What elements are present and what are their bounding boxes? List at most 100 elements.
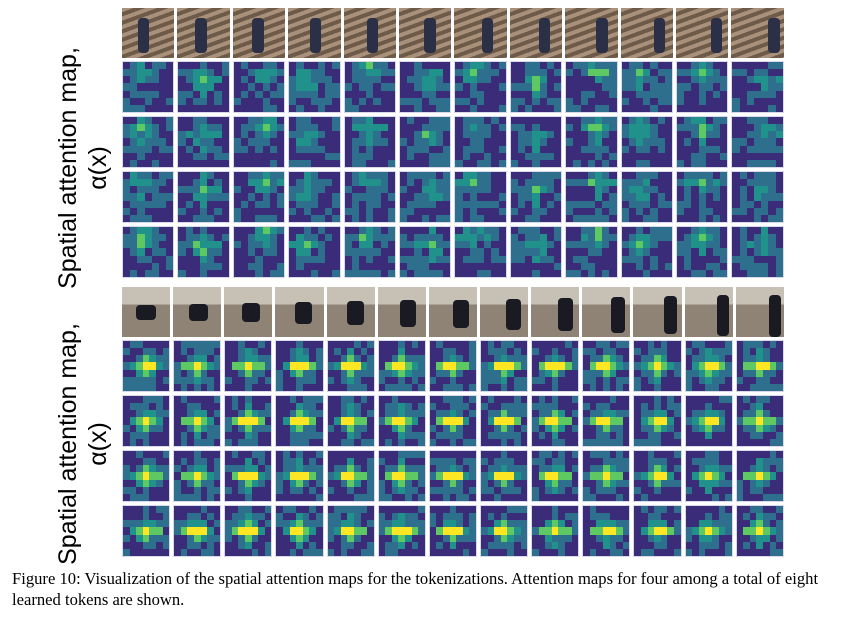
bottom-attention-map — [684, 450, 733, 502]
bottom-attention-map — [582, 505, 631, 557]
top-video-frame — [399, 8, 452, 58]
bottom-attention-map — [326, 505, 375, 557]
top-attention-map — [454, 116, 507, 168]
top-video-frame — [343, 8, 397, 58]
bottom-video-frame — [377, 287, 426, 337]
top-attention-map — [565, 61, 618, 113]
bottom-attention-map — [224, 340, 273, 392]
bottom-attention-map — [684, 505, 733, 557]
bottom-attention-map — [582, 395, 631, 447]
bottom-attention-map — [428, 450, 477, 502]
top-attention-map — [343, 116, 397, 168]
top-video-frame — [731, 8, 784, 58]
bottom-attention-map — [735, 450, 784, 502]
bottom-attention-row — [122, 395, 784, 447]
bottom-attention-map — [326, 340, 375, 392]
top-video-frame — [620, 8, 674, 58]
top-attention-map — [288, 116, 341, 168]
bottom-video-frame — [224, 287, 273, 337]
bottom-attention-map — [326, 450, 375, 502]
bottom-attention-map — [275, 340, 324, 392]
top-panel-label-line1: Spatial attention map, — [54, 46, 83, 289]
top-attention-map — [343, 171, 397, 223]
top-attention-map — [620, 226, 674, 278]
top-attention-map — [288, 226, 341, 278]
bottom-video-frame — [326, 287, 375, 337]
top-attention-map — [122, 61, 175, 113]
bottom-attention-row — [122, 505, 784, 557]
top-attention-map — [509, 116, 563, 168]
top-attention-map — [399, 171, 452, 223]
top-video-frame — [122, 8, 175, 58]
bottom-attention-map — [173, 450, 222, 502]
top-attention-map — [454, 61, 507, 113]
top-video-frame — [232, 8, 286, 58]
top-attention-map — [232, 226, 286, 278]
bottom-attention-map — [582, 340, 631, 392]
top-attention-map — [399, 61, 452, 113]
top-attention-map — [343, 61, 397, 113]
top-attention-map — [676, 226, 729, 278]
bottom-attention-map — [684, 395, 733, 447]
bottom-video-frame — [582, 287, 631, 337]
bottom-attention-map — [428, 340, 477, 392]
bottom-attention-map — [224, 450, 273, 502]
top-panel-label-line2: α(x) — [84, 145, 113, 190]
bottom-panel-label-line2: α(x) — [84, 422, 113, 466]
top-attention-map — [343, 226, 397, 278]
top-attention-map — [177, 226, 230, 278]
top-attention-map — [454, 171, 507, 223]
bottom-attention-map — [428, 505, 477, 557]
bottom-attention-map — [377, 340, 426, 392]
bottom-attention-map — [122, 505, 171, 557]
top-attention-row — [122, 171, 784, 223]
bottom-video-frame — [122, 287, 171, 337]
top-attention-map — [731, 226, 784, 278]
bottom-attention-map — [531, 505, 580, 557]
top-attention-map — [565, 116, 618, 168]
bottom-attention-row — [122, 450, 784, 502]
bottom-attention-map — [479, 505, 529, 557]
bottom-attention-map — [531, 340, 580, 392]
bottom-attention-map — [633, 340, 682, 392]
bottom-attention-map — [224, 505, 273, 557]
bottom-attention-map — [428, 395, 477, 447]
top-video-frame — [454, 8, 507, 58]
bottom-video-frame — [275, 287, 324, 337]
bottom-attention-map — [735, 340, 784, 392]
bottom-video-frame — [479, 287, 529, 337]
top-panel-label: Spatial attention map, α(x) — [54, 47, 112, 289]
bottom-video-frames-row — [122, 287, 784, 337]
bottom-attention-map — [735, 505, 784, 557]
bottom-attention-map — [122, 340, 171, 392]
top-attention-map — [676, 171, 729, 223]
top-attention-map — [676, 61, 729, 113]
bottom-video-frame — [428, 287, 477, 337]
bottom-attention-map — [582, 450, 631, 502]
top-attention-row — [122, 61, 784, 113]
top-attention-map — [232, 61, 286, 113]
top-attention-map — [620, 171, 674, 223]
top-attention-row — [122, 226, 784, 278]
top-attention-map — [177, 116, 230, 168]
figure-caption: Figure 10: Visualization of the spatial … — [12, 569, 819, 609]
top-attention-map — [565, 226, 618, 278]
top-attention-map — [177, 171, 230, 223]
top-attention-map — [399, 116, 452, 168]
top-attention-map — [122, 226, 175, 278]
top-attention-map — [731, 61, 784, 113]
top-video-frame — [288, 8, 341, 58]
top-video-frame — [565, 8, 618, 58]
bottom-attention-map — [531, 395, 580, 447]
bottom-attention-map — [531, 450, 580, 502]
bottom-attention-map — [377, 505, 426, 557]
top-attention-map — [509, 226, 563, 278]
top-attention-row — [122, 116, 784, 168]
top-attention-map — [288, 61, 341, 113]
bottom-attention-map — [275, 450, 324, 502]
top-video-frame — [676, 8, 729, 58]
bottom-attention-map — [479, 340, 529, 392]
bottom-video-frame — [684, 287, 733, 337]
top-attention-map — [399, 226, 452, 278]
bottom-attention-map — [173, 505, 222, 557]
